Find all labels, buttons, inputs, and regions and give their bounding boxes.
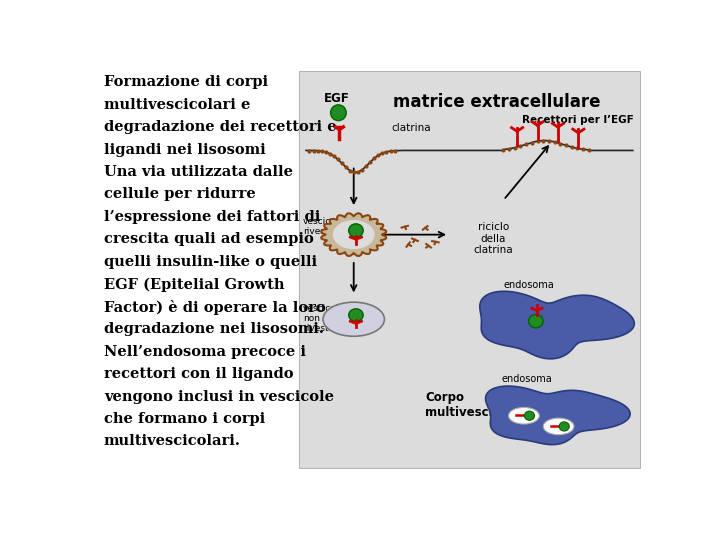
Text: vescicula
rivestita: vescicula rivestita: [302, 217, 345, 237]
Text: Recettori per l’EGF: Recettori per l’EGF: [523, 114, 634, 125]
Text: multivescicolari.: multivescicolari.: [104, 435, 240, 448]
Text: multivescicolari e: multivescicolari e: [104, 98, 251, 112]
Ellipse shape: [544, 418, 574, 435]
Ellipse shape: [330, 105, 346, 120]
Ellipse shape: [323, 302, 384, 336]
Text: l’espressione dei fattori di: l’espressione dei fattori di: [104, 210, 320, 224]
Text: ligandi nei lisosomi: ligandi nei lisosomi: [104, 143, 266, 157]
Text: riciclo
della
clatrina: riciclo della clatrina: [474, 222, 513, 255]
Text: vescicola
non
rivestita: vescicola non rivestita: [302, 303, 345, 333]
Bar: [300, 71, 639, 468]
Text: Factor) è di operare la loro: Factor) è di operare la loro: [104, 300, 325, 315]
Polygon shape: [485, 386, 630, 444]
Polygon shape: [480, 291, 634, 359]
Text: vengono inclusi in vescicole: vengono inclusi in vescicole: [104, 389, 334, 403]
Text: crescita quali ad esempio: crescita quali ad esempio: [104, 232, 314, 246]
Polygon shape: [321, 213, 386, 256]
Ellipse shape: [333, 220, 374, 249]
Text: che formano i corpi: che formano i corpi: [104, 412, 265, 426]
Text: clatrina: clatrina: [391, 123, 431, 133]
Text: EGF (Epitelial Growth: EGF (Epitelial Growth: [104, 277, 284, 292]
Text: Corpo
multivescicolare: Corpo multivescicolare: [426, 392, 534, 420]
Ellipse shape: [524, 411, 534, 420]
Text: Formazione di corpi: Formazione di corpi: [104, 75, 268, 89]
Ellipse shape: [597, 309, 630, 329]
Text: quelli insulin-like o quelli: quelli insulin-like o quelli: [104, 255, 317, 269]
Ellipse shape: [593, 401, 624, 420]
Text: degradazione dei recettori e: degradazione dei recettori e: [104, 120, 336, 134]
Ellipse shape: [559, 422, 570, 431]
Text: degradazione nei lisosomi.: degradazione nei lisosomi.: [104, 322, 324, 336]
Text: EGF: EGF: [324, 92, 350, 105]
Ellipse shape: [508, 407, 539, 424]
Text: Nell’endosoma precoce i: Nell’endosoma precoce i: [104, 345, 306, 359]
Text: endosoma: endosoma: [502, 374, 552, 383]
Text: pH 6.4: pH 6.4: [578, 320, 616, 330]
Text: cellule per ridurre: cellule per ridurre: [104, 187, 256, 201]
Text: endosoma: endosoma: [503, 280, 554, 289]
Ellipse shape: [348, 224, 363, 237]
Text: Una via utilizzata dalle: Una via utilizzata dalle: [104, 165, 293, 179]
Ellipse shape: [348, 309, 363, 321]
Ellipse shape: [528, 315, 543, 328]
Text: recettori con il ligando: recettori con il ligando: [104, 367, 294, 381]
Text: matrice extracellulare: matrice extracellulare: [393, 93, 600, 111]
Text: pH 6.4: pH 6.4: [578, 411, 616, 422]
